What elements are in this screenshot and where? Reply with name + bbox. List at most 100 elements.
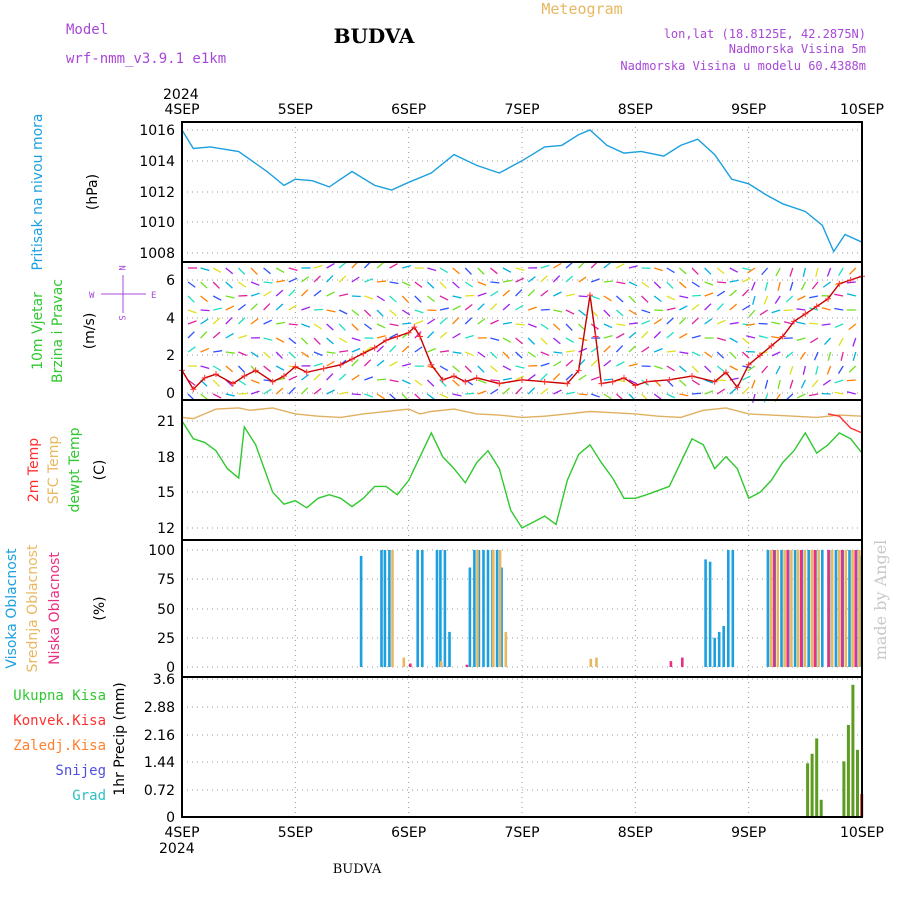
- wind-arrow: [313, 362, 323, 367]
- wind-arrow: [238, 281, 247, 288]
- wind-arrow: [276, 279, 286, 283]
- wind-arrow: [414, 379, 423, 386]
- wind-arrow: [716, 303, 724, 311]
- wind-arrow: [376, 378, 387, 381]
- wind-arrow: [301, 323, 311, 328]
- wind-arrow: [363, 359, 372, 367]
- wind-arrow: [603, 359, 612, 367]
- wind-arrow: [464, 317, 473, 325]
- wind-arrow: [502, 365, 512, 371]
- wind-arrow: [761, 267, 769, 276]
- series-point: [428, 361, 435, 368]
- wind-arrow: [263, 290, 272, 297]
- bar: [439, 661, 443, 667]
- bar: [817, 550, 820, 667]
- legend-entry: Konvek.Kisa: [13, 713, 106, 729]
- bar: [391, 550, 394, 667]
- wind-arrow: [326, 360, 335, 367]
- wind-arrow: [187, 379, 196, 386]
- wind-arrow: [300, 337, 309, 345]
- series-point: [292, 363, 299, 370]
- wind-arrow: [666, 317, 674, 325]
- bar: [359, 555, 363, 667]
- bar: [589, 658, 593, 667]
- wind-arrow: [326, 309, 336, 313]
- wind-arrow: [238, 392, 248, 395]
- wind-arrow: [452, 281, 460, 289]
- series-point: [411, 324, 418, 331]
- wind-arrow: [263, 319, 273, 325]
- wind-arrow: [288, 267, 298, 272]
- wind-arrow: [187, 346, 196, 353]
- panel-3: 21 18 15 12 2m Temp SFC Temp dewpt Temp (C): [26, 399, 863, 541]
- bar: [856, 749, 859, 817]
- wind-arrow: [212, 281, 220, 289]
- x-tick-label-bottom: 5SEP: [278, 825, 313, 841]
- wind-arrow: [339, 350, 349, 353]
- panel-2: 6 4 2 0 10m Vjetar Brzina i Pravac (m/s) N S W E: [30, 261, 865, 403]
- wind-arrow: [824, 337, 832, 346]
- y-tick-label: 2.88: [144, 700, 175, 716]
- bar: [477, 550, 481, 667]
- wind-arrow: [288, 323, 298, 326]
- bar: [380, 550, 383, 667]
- wind-arrow: [763, 295, 769, 305]
- wind-arrow: [553, 291, 562, 297]
- wind-arrow: [452, 365, 460, 373]
- wind-arrow: [389, 345, 397, 353]
- wind-arrow: [427, 393, 435, 400]
- wind-arrow: [590, 393, 600, 398]
- wind-arrow: [427, 347, 436, 353]
- x-tick-label-top: 6SEP: [391, 102, 426, 118]
- wind-arrow: [490, 281, 500, 284]
- wind-arrow: [809, 337, 819, 344]
- wind-arrow: [376, 345, 385, 353]
- time-axis-layer: 4SEP 4SEP 5SEP 5SEP 6SEP 6SEP 7SEP 7SEP 8SEP 8SEP…: [164, 102, 884, 841]
- wind-arrow: [313, 337, 321, 345]
- wind-arrow: [187, 331, 195, 339]
- wind-arrow: [837, 365, 844, 374]
- wind-arrow: [800, 379, 806, 389]
- wind-arrow: [502, 267, 512, 273]
- bar: [803, 550, 807, 667]
- wind-arrow: [477, 281, 487, 286]
- wind-arrow: [716, 365, 725, 373]
- wind-arrow: [401, 295, 409, 303]
- wind-arrow: [666, 379, 674, 387]
- y-tick-label: 18: [157, 450, 175, 466]
- wind-arrow: [187, 309, 197, 314]
- wind-arrow: [376, 280, 387, 283]
- wind-arrow: [628, 331, 637, 339]
- wind-arrow: [527, 337, 536, 345]
- wind-arrow: [212, 267, 222, 274]
- wind-arrow: [238, 304, 246, 311]
- year-bottom: 2024: [159, 841, 195, 857]
- wind-arrow: [741, 337, 750, 345]
- wind-arrow: [263, 281, 273, 284]
- wind-arrow: [502, 321, 512, 325]
- wind-arrow: [729, 365, 739, 371]
- wind-arrow: [250, 292, 260, 297]
- bar: [495, 550, 499, 667]
- wind-arrow: [565, 349, 575, 353]
- wind-arrow: [338, 373, 347, 381]
- wind-arrow: [477, 351, 486, 358]
- legend-entry: Snijeg: [55, 763, 106, 779]
- y-axis-unit: (hPa): [85, 174, 101, 210]
- wind-arrow: [653, 393, 662, 400]
- bar: [448, 631, 451, 667]
- wind-arrow: [840, 351, 844, 361]
- wind-arrow: [515, 304, 524, 311]
- y-axis-label: 1hr Precip (mm): [112, 682, 128, 795]
- series-point: [281, 373, 287, 380]
- wind-arrow: [751, 379, 756, 389]
- series-point: [643, 378, 650, 385]
- wind-arrow: [490, 337, 500, 341]
- series-point: [791, 318, 797, 325]
- wind-arrow: [225, 332, 234, 339]
- wind-arrow: [666, 307, 676, 311]
- wind-arrow: [389, 323, 399, 327]
- wind-arrow: [414, 346, 423, 353]
- bar: [504, 631, 508, 667]
- y-tick-label: 0.72: [144, 783, 175, 799]
